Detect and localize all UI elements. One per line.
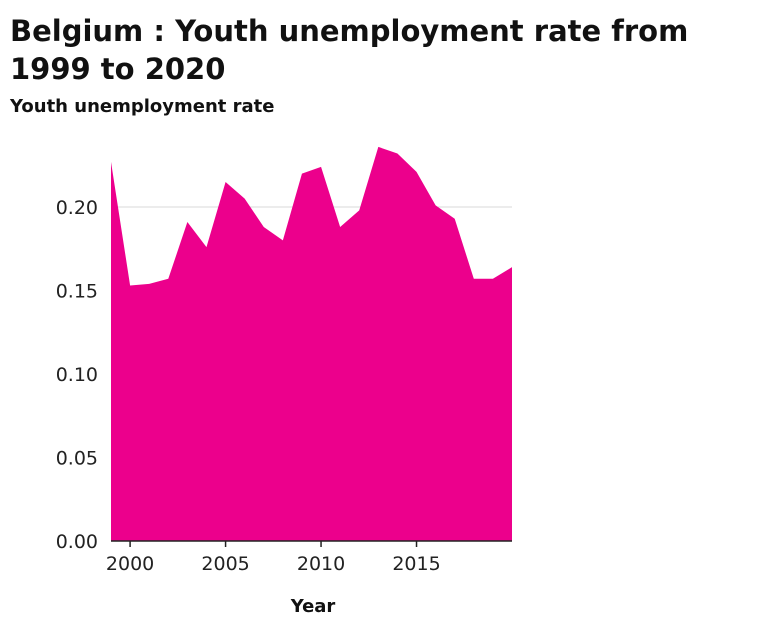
y-tick-label: 0.15 [56,281,98,303]
x-tick-label: 2010 [297,553,345,575]
y-tick-label: 0.20 [56,197,98,219]
area-series [111,146,512,541]
chart-title: Belgium : Youth unemployment rate from 1… [10,14,689,86]
axes: 2000 2005 2010 2015 0.00 0.05 0.10 0.15 0.20 [56,197,512,575]
x-axis-label: Year [290,596,336,617]
y-tick-label: 0.10 [56,364,98,386]
y-tick-label: 0.05 [56,448,98,470]
x-tick-label: 2005 [201,553,249,575]
area-fill [111,146,512,541]
y-tick-label: 0.00 [56,531,98,553]
x-tick-label: 2015 [392,553,440,575]
y-axis-label: Youth unemployment rate [10,96,275,117]
x-tick-label: 2000 [106,553,154,575]
